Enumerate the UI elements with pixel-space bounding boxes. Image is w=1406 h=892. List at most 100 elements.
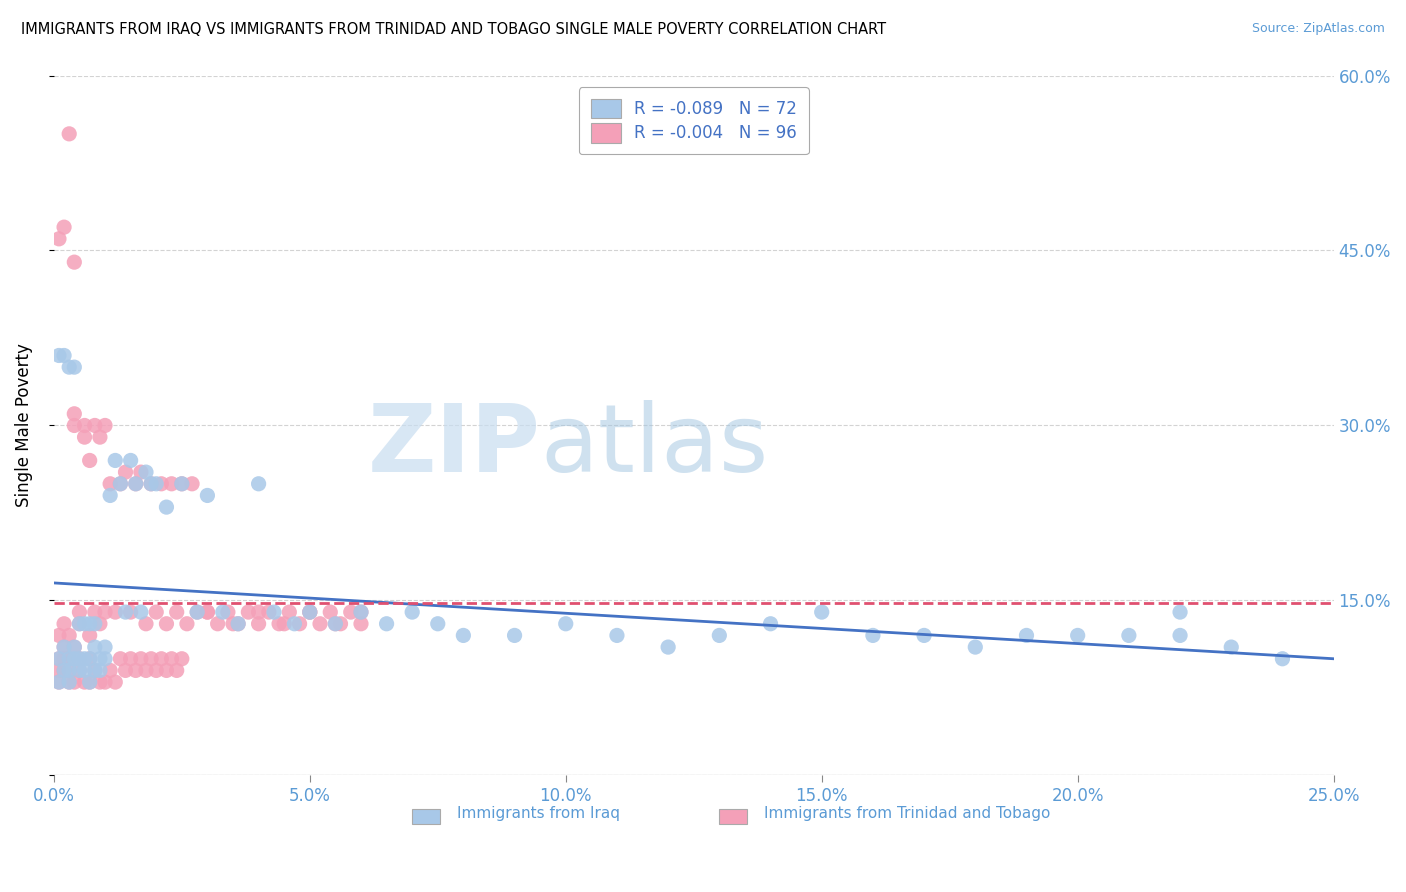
Point	[155, 616, 177, 631]
Point	[325, 616, 347, 631]
Point	[89, 430, 111, 444]
Point	[166, 605, 188, 619]
Point	[53, 616, 76, 631]
Point	[53, 349, 76, 363]
Point	[160, 476, 183, 491]
Point	[58, 628, 80, 642]
Point	[150, 476, 173, 491]
Point	[48, 675, 70, 690]
Point	[79, 675, 101, 690]
Point	[810, 605, 832, 619]
Point	[263, 605, 285, 619]
Point	[339, 605, 361, 619]
Point	[83, 616, 105, 631]
FancyBboxPatch shape	[720, 809, 748, 824]
Point	[58, 360, 80, 375]
Point	[120, 453, 142, 467]
Point	[273, 616, 295, 631]
Point	[186, 605, 208, 619]
Point	[657, 640, 679, 654]
Point	[63, 255, 86, 269]
Point	[94, 652, 117, 666]
Point	[197, 488, 219, 502]
Point	[98, 476, 121, 491]
Point	[759, 616, 782, 631]
Point	[53, 640, 76, 654]
Point	[79, 652, 101, 666]
Point	[98, 664, 121, 678]
Point	[83, 640, 105, 654]
Y-axis label: Single Male Poverty: Single Male Poverty	[15, 343, 32, 508]
Point	[145, 476, 167, 491]
Text: IMMIGRANTS FROM IRAQ VS IMMIGRANTS FROM TRINIDAD AND TOBAGO SINGLE MALE POVERTY : IMMIGRANTS FROM IRAQ VS IMMIGRANTS FROM …	[21, 22, 886, 37]
Point	[53, 640, 76, 654]
Point	[222, 616, 245, 631]
Point	[226, 616, 249, 631]
Point	[125, 476, 148, 491]
Text: Immigrants from Trinidad and Tobago: Immigrants from Trinidad and Tobago	[763, 806, 1050, 822]
Point	[94, 675, 117, 690]
Point	[79, 453, 101, 467]
Point	[48, 652, 70, 666]
Point	[211, 605, 233, 619]
Point	[58, 675, 80, 690]
Point	[197, 605, 219, 619]
Point	[73, 675, 96, 690]
Point	[67, 664, 90, 678]
Point	[401, 605, 423, 619]
Text: ZIP: ZIP	[367, 401, 540, 492]
Point	[67, 605, 90, 619]
Point	[226, 616, 249, 631]
Point	[53, 220, 76, 235]
Point	[48, 628, 70, 642]
Point	[1066, 628, 1088, 642]
Point	[48, 675, 70, 690]
Point	[145, 605, 167, 619]
Point	[135, 465, 157, 479]
Point	[298, 605, 321, 619]
Point	[170, 476, 193, 491]
Text: Immigrants from Iraq: Immigrants from Iraq	[457, 806, 620, 822]
Point	[83, 664, 105, 678]
Point	[350, 605, 373, 619]
Point	[135, 616, 157, 631]
Point	[79, 628, 101, 642]
Point	[155, 664, 177, 678]
Point	[912, 628, 935, 642]
Point	[554, 616, 576, 631]
Point	[325, 616, 347, 631]
Point	[1168, 605, 1191, 619]
Point	[73, 430, 96, 444]
Text: atlas: atlas	[540, 401, 769, 492]
Point	[104, 675, 127, 690]
Point	[63, 652, 86, 666]
Point	[48, 349, 70, 363]
Point	[606, 628, 628, 642]
Point	[257, 605, 280, 619]
Point	[217, 605, 239, 619]
Point	[166, 664, 188, 678]
Point	[125, 476, 148, 491]
Point	[89, 616, 111, 631]
Point	[48, 652, 70, 666]
Point	[58, 664, 80, 678]
Point	[1015, 628, 1038, 642]
Point	[145, 664, 167, 678]
Point	[89, 664, 111, 678]
Point	[267, 616, 290, 631]
Point	[139, 476, 162, 491]
Point	[298, 605, 321, 619]
Point	[503, 628, 526, 642]
Point	[73, 652, 96, 666]
Point	[283, 616, 305, 631]
Point	[309, 616, 332, 631]
Point	[63, 407, 86, 421]
Point	[155, 500, 177, 515]
Point	[53, 664, 76, 678]
Point	[135, 664, 157, 678]
Point	[186, 605, 208, 619]
Point	[453, 628, 475, 642]
Point	[63, 640, 86, 654]
Point	[114, 664, 136, 678]
Point	[238, 605, 260, 619]
